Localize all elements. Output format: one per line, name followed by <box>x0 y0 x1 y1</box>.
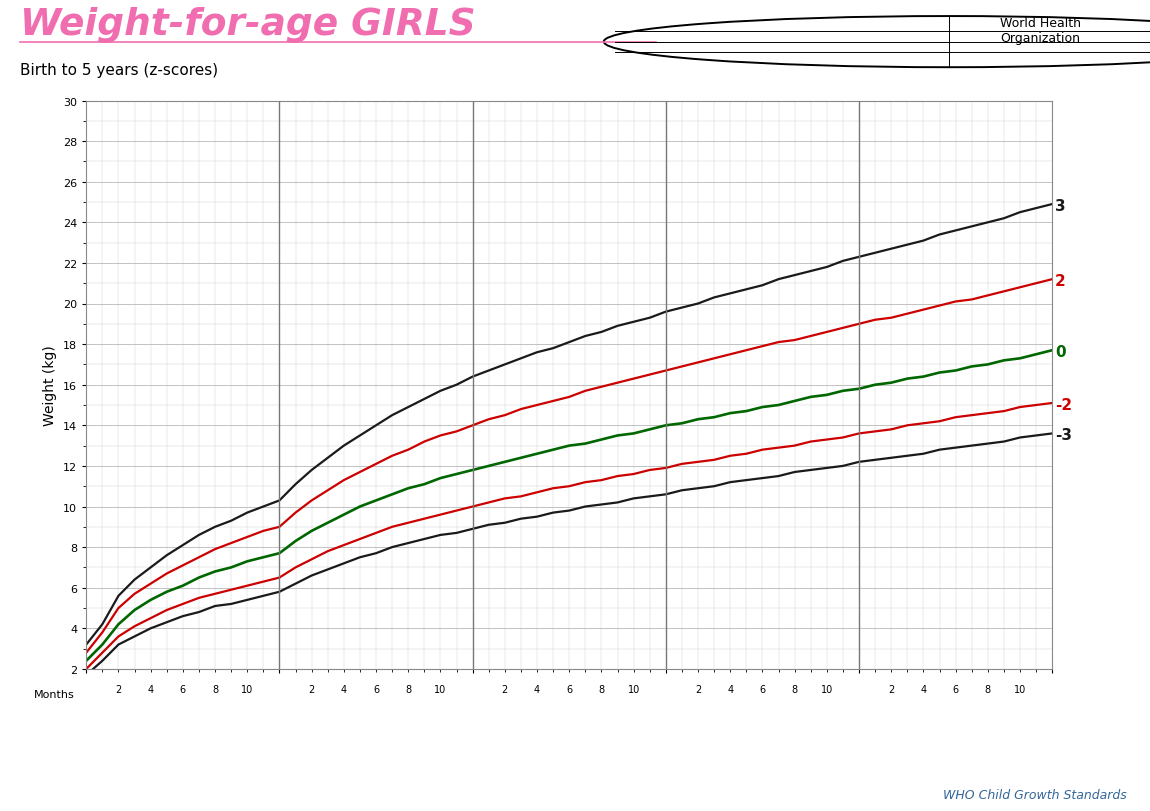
Text: 4: 4 <box>147 684 154 693</box>
Text: 1 year: 1 year <box>350 722 402 736</box>
Text: 10: 10 <box>242 684 253 693</box>
Text: 6: 6 <box>952 684 959 693</box>
Text: 2: 2 <box>308 684 315 693</box>
Text: Age (completed months and years): Age (completed months and years) <box>419 749 720 763</box>
Text: 8: 8 <box>405 684 412 693</box>
Text: Weight-for-age GIRLS: Weight-for-age GIRLS <box>20 6 475 43</box>
Text: 10: 10 <box>821 684 833 693</box>
Text: 4 years: 4 years <box>925 722 987 736</box>
Text: 8: 8 <box>212 684 218 693</box>
Text: 2: 2 <box>695 684 702 693</box>
Text: 4: 4 <box>920 684 927 693</box>
Text: Months: Months <box>34 689 75 699</box>
Text: 4: 4 <box>534 684 540 693</box>
Text: Birth: Birth <box>66 722 107 736</box>
Text: 2: 2 <box>888 684 895 693</box>
Text: Birth to 5 years (z-scores): Birth to 5 years (z-scores) <box>20 63 217 78</box>
Text: 2: 2 <box>501 684 508 693</box>
Text: 8: 8 <box>598 684 605 693</box>
Text: 6: 6 <box>566 684 573 693</box>
Text: WHO Child Growth Standards: WHO Child Growth Standards <box>943 788 1127 801</box>
Y-axis label: Weight (kg): Weight (kg) <box>44 345 58 426</box>
Text: 6: 6 <box>373 684 380 693</box>
Text: 2: 2 <box>115 684 122 693</box>
Text: 5 years: 5 years <box>1021 722 1083 736</box>
Text: 10: 10 <box>435 684 446 693</box>
Text: 2 years: 2 years <box>538 722 601 736</box>
Text: 4: 4 <box>727 684 734 693</box>
Text: World Health
Organization: World Health Organization <box>1000 17 1081 45</box>
Text: 8: 8 <box>984 684 991 693</box>
Text: 10: 10 <box>628 684 639 693</box>
Text: 6: 6 <box>759 684 766 693</box>
Text: 4: 4 <box>340 684 347 693</box>
Text: 8: 8 <box>791 684 798 693</box>
Text: 6: 6 <box>179 684 186 693</box>
Text: 10: 10 <box>1014 684 1026 693</box>
Text: 3 years: 3 years <box>731 722 793 736</box>
